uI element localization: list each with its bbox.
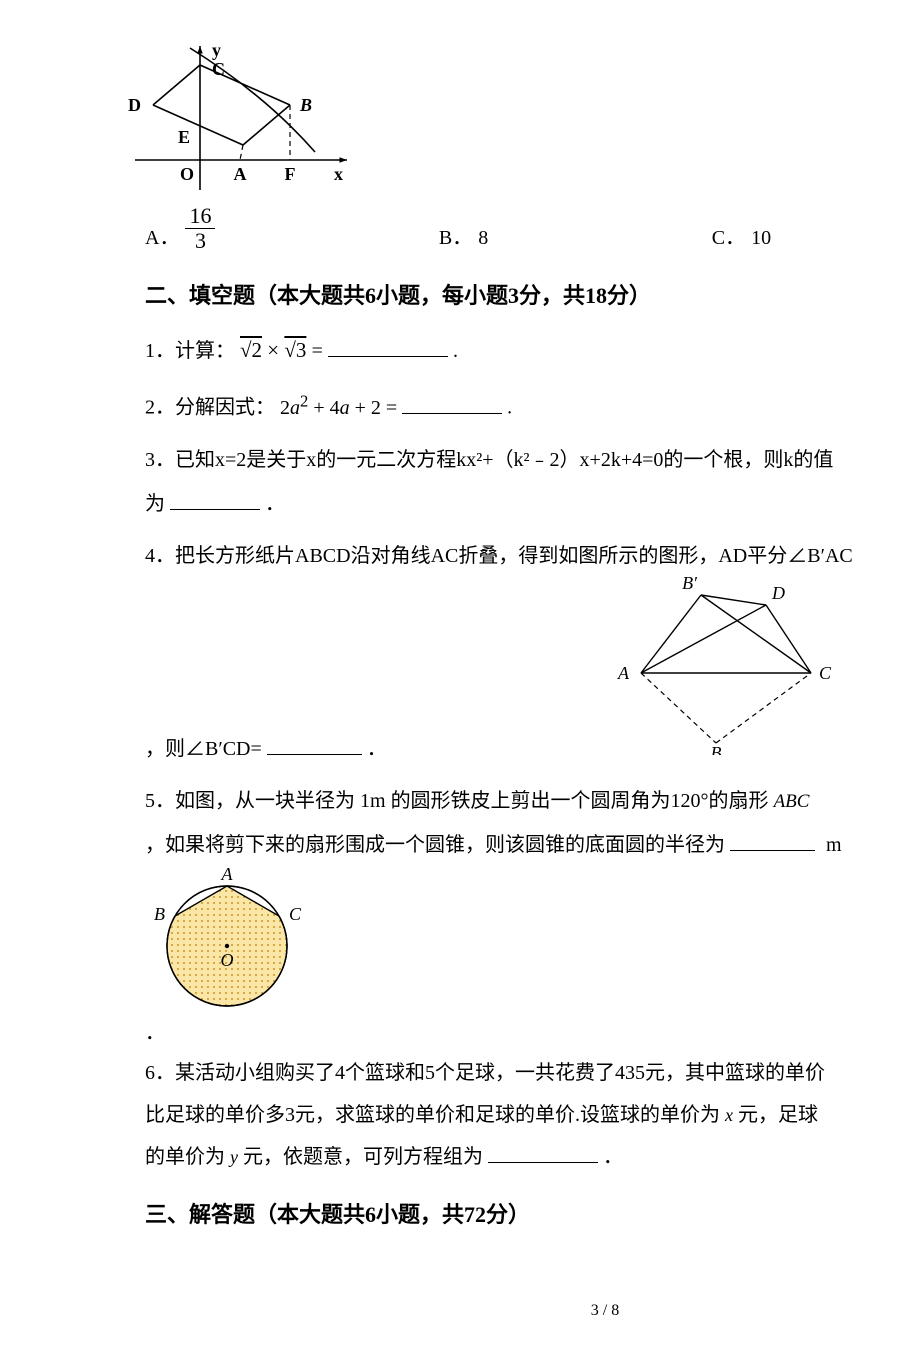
q4-period: ． <box>367 738 387 760</box>
q5-la: 5．如图，从一块半径为 <box>145 790 355 812</box>
q5-blank <box>730 828 815 851</box>
q3-l2p: 为 <box>145 493 165 515</box>
question-5-line2: ，如果将剪下来的扇形围成一个圆锥，则该圆锥的底面圆的半径为 m <box>145 826 920 864</box>
svg-text:O: O <box>221 950 234 970</box>
svg-text:A: A <box>234 164 247 184</box>
svg-text:A: A <box>221 864 234 884</box>
q6-period: ． <box>603 1146 623 1168</box>
q4-line: 4．把长方形纸片ABCD沿对角线AC折叠，得到如图所示的图形，AD平分∠B′AC <box>145 545 853 567</box>
q3-blank <box>170 487 260 510</box>
q1-blank <box>328 334 448 357</box>
svg-text:B: B <box>299 95 312 115</box>
q3-period: ． <box>265 493 285 515</box>
choice-b-text: 8 <box>478 219 488 257</box>
q2-expr: 2a2 + 4a + 2 = <box>280 397 397 419</box>
q4-line2: ，则∠B′CD= ． <box>145 730 387 768</box>
top-figure: yC D B EO A Fx <box>125 40 355 200</box>
q5-1m: 1m <box>360 790 386 812</box>
choice-c-letter: C． <box>712 219 745 257</box>
q6-blank <box>488 1140 598 1163</box>
choice-a-den: 3 <box>185 229 215 253</box>
q5-lb: 的圆形铁皮上剪出一个圆周角为120°的扇形 <box>391 790 769 812</box>
svg-text:C: C <box>212 59 225 79</box>
q4-figure: A C D B′ B <box>616 575 836 755</box>
q5-figure: A B C O <box>145 864 310 1014</box>
question-4: 4．把长方形纸片ABCD沿对角线AC折叠，得到如图所示的图形，AD平分∠B′AC <box>145 537 920 575</box>
svg-text:B: B <box>710 743 721 755</box>
choice-b-letter: B． <box>439 219 472 257</box>
svg-text:C: C <box>819 663 832 683</box>
svg-text:F: F <box>285 164 296 184</box>
q2-period: . <box>507 397 512 419</box>
svg-text:B′: B′ <box>682 575 698 593</box>
q2-prefix: 2．分解因式： <box>145 397 275 419</box>
choice-a-num: 16 <box>185 204 215 229</box>
svg-text:A: A <box>617 663 630 683</box>
svg-text:O: O <box>180 164 194 184</box>
choices-row: A． 16 3 B． 8 C． 10 D． 32 3 <box>145 208 920 257</box>
choice-b: B． 8 <box>439 208 488 257</box>
q5-dot: ． <box>145 1014 920 1052</box>
q1-period: . <box>453 340 458 362</box>
q6-l2a: 比足球的单价多3元，求篮球的单价和足球的单价.设篮球的单价为 <box>145 1104 720 1126</box>
q4-blank <box>267 732 362 755</box>
q6-l3a: 的单价为 <box>145 1146 225 1168</box>
q6-l3b: 元，依题意，可列方程组为 <box>243 1146 483 1168</box>
page-number: 3 / 8 <box>145 1296 920 1326</box>
q5-l2: ，如果将剪下来的扇形围成一个圆锥，则该圆锥的底面圆的半径为 <box>145 834 725 856</box>
svg-text:y: y <box>212 40 221 60</box>
q5-figure-wrap: A B C O <box>145 864 920 1014</box>
q4-figure-wrap: A C D B′ B <box>387 575 920 768</box>
svg-text:x: x <box>334 164 343 184</box>
q6-x: x <box>725 1105 733 1125</box>
q2-blank <box>402 391 502 414</box>
question-6-l3: 的单价为 y 元，依题意，可列方程组为 ． <box>145 1138 920 1176</box>
choice-c: C． 10 <box>712 208 771 257</box>
q6-l1: 6．某活动小组购买了4个篮球和5个足球，一共花费了435元，其中篮球的单价 <box>145 1062 825 1084</box>
choice-a-letter: A． <box>145 219 179 257</box>
q5-abc: ABC <box>774 791 810 812</box>
section-3-head: 三、解答题（本大题共6小题，共72分） <box>145 1194 920 1236</box>
q1-prefix: 1．计算： <box>145 340 235 362</box>
q-top-figure-wrap: yC D B EO A Fx <box>125 40 920 200</box>
q4-l2p: ，则∠B′CD= <box>145 738 262 760</box>
svg-text:D: D <box>771 583 785 603</box>
q4-row: ，则∠B′CD= ． A C D B′ B <box>145 575 920 768</box>
q1-eq: = <box>312 340 323 362</box>
question-6: 6．某活动小组购买了4个篮球和5个足球，一共花费了435元，其中篮球的单价 <box>145 1054 920 1092</box>
question-1: 1．计算： √2 × √3 = . <box>145 331 920 371</box>
svg-text:E: E <box>178 127 190 147</box>
question-3-line2: 为 ． <box>145 485 920 523</box>
choice-a-frac: 16 3 <box>185 204 215 253</box>
svg-text:D: D <box>128 95 141 115</box>
q6-y: y <box>230 1147 238 1167</box>
q3-line: 3．已知x=2是关于x的一元二次方程kx²+（k²﹣2）x+2k+4=0的一个根… <box>145 449 833 471</box>
q6-l2b: 元，足球 <box>738 1104 818 1126</box>
q5-unit: m <box>826 834 842 856</box>
question-2: 2．分解因式： 2a2 + 4a + 2 = . <box>145 385 920 427</box>
q1-expr: √2 × √3 <box>240 338 312 362</box>
question-5: 5．如图，从一块半径为 1m 的圆形铁皮上剪出一个圆周角为120°的扇形 ABC <box>145 782 920 820</box>
choice-c-text: 10 <box>751 219 771 257</box>
section-2-head: 二、填空题（本大题共6小题，每小题3分，共18分） <box>145 275 920 317</box>
question-3: 3．已知x=2是关于x的一元二次方程kx²+（k²﹣2）x+2k+4=0的一个根… <box>145 441 920 479</box>
question-6-l2: 比足球的单价多3元，求篮球的单价和足球的单价.设篮球的单价为 x 元，足球 <box>145 1096 920 1134</box>
svg-text:B: B <box>154 904 165 924</box>
choice-a: A． 16 3 <box>145 208 215 257</box>
svg-text:C: C <box>289 904 302 924</box>
